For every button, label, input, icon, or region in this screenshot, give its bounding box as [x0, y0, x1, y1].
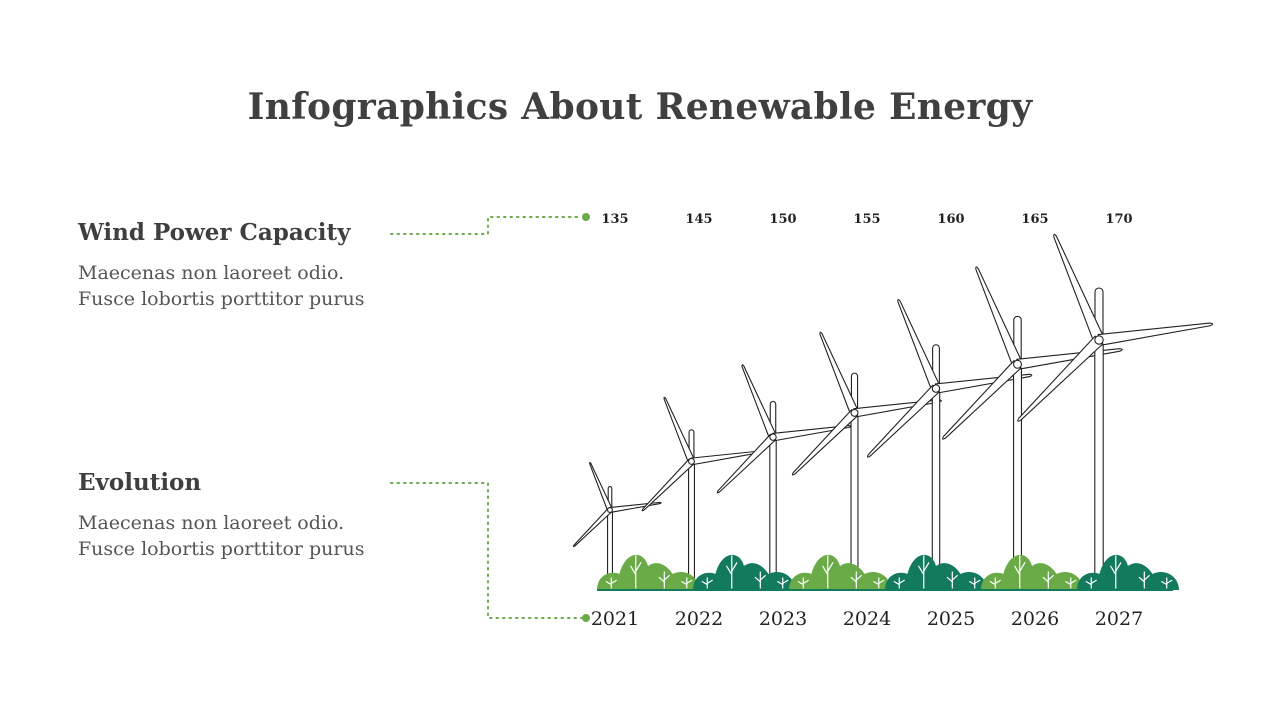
turbine-hub: [769, 433, 777, 441]
turbine-2027: [1017, 233, 1214, 591]
year-label-2022: 2022: [675, 608, 723, 630]
turbine-tower: [1094, 337, 1104, 591]
connector-evolution: [390, 482, 583, 619]
turbine-blade: [609, 501, 662, 514]
turbine-blade: [866, 384, 941, 458]
turbine-2022: [641, 396, 762, 591]
bush-5: [981, 554, 1083, 590]
connector-evolution-dot: [582, 614, 590, 622]
turbine-blade: [897, 298, 942, 392]
turbine-blade: [942, 359, 1022, 440]
capacity-section: Wind Power Capacity Maecenas non laoreet…: [78, 219, 398, 312]
turbine-2023: [716, 364, 852, 591]
turbine-blade: [1053, 233, 1105, 343]
turbine-blade: [716, 433, 777, 494]
year-label-2023: 2023: [759, 608, 807, 630]
turbine-tower: [688, 458, 695, 591]
capacity-heading: Wind Power Capacity: [78, 219, 351, 246]
year-label-2025: 2025: [927, 608, 975, 630]
turbine-hub: [931, 384, 941, 393]
evolution-line-1: Maecenas non laoreet odio.: [78, 512, 345, 534]
turbine-tower: [850, 410, 859, 591]
evolution-heading: Evolution: [78, 469, 202, 496]
value-label-2024: 155: [853, 212, 880, 227]
turbine-blade: [663, 396, 696, 464]
turbine-blade: [975, 266, 1023, 367]
year-label-2026: 2026: [1011, 608, 1059, 630]
value-label-2026: 165: [1021, 212, 1048, 227]
bush-3: [789, 554, 891, 590]
turbine-blade: [1017, 335, 1104, 422]
capacity-line-2: Fusce lobortis porttitor purus: [78, 288, 365, 310]
turbine-hub: [607, 507, 613, 513]
evolution-line-2: Fusce lobortis porttitor purus: [78, 538, 365, 560]
value-label-2027: 170: [1105, 212, 1132, 227]
value-label-2023: 150: [769, 212, 796, 227]
bush-6: [1077, 554, 1179, 590]
value-label-2022: 145: [685, 212, 712, 227]
turbines-group: [572, 233, 1214, 591]
turbine-tower: [931, 386, 941, 591]
turbine-hub: [688, 457, 695, 465]
turbine-2024: [791, 331, 942, 591]
turbine-blade: [819, 331, 860, 416]
turbine-hub: [1094, 335, 1104, 345]
year-label-2024: 2024: [843, 608, 891, 630]
turbine-blade: [572, 507, 613, 548]
turbine-blade: [741, 364, 778, 440]
connector-capacity-dot: [582, 213, 590, 221]
turbine-blade: [791, 409, 859, 476]
bushes-group: [597, 554, 1179, 591]
bush-4: [885, 554, 987, 590]
ground-line: [597, 589, 1173, 591]
value-label-2025: 160: [937, 212, 964, 227]
labels-group: 135 2021 145 2022 150 2023 155 2024 160 2025 165 20…: [591, 212, 1143, 630]
bush-2: [693, 554, 795, 590]
value-label-2021: 135: [601, 212, 628, 227]
turbine-blade: [1097, 322, 1214, 347]
bush-1: [597, 554, 699, 590]
capacity-line-1: Maecenas non laoreet odio.: [78, 262, 345, 284]
evolution-section: Evolution Maecenas non laoreet odio. Fus…: [78, 469, 398, 562]
turbine-blade: [589, 461, 614, 512]
capacity-description: Maecenas non laoreet odio. Fusce loborti…: [78, 260, 398, 312]
evolution-description: Maecenas non laoreet odio. Fusce loborti…: [78, 510, 398, 562]
turbine-hub: [1013, 359, 1022, 369]
turbine-hub: [850, 408, 859, 417]
year-label-2021: 2021: [591, 608, 639, 630]
page-title: Infographics About Renewable Energy: [247, 86, 1033, 128]
connector-capacity: [390, 216, 583, 235]
year-label-2027: 2027: [1095, 608, 1143, 630]
turbine-tower: [769, 434, 777, 591]
turbine-blade: [641, 458, 695, 512]
